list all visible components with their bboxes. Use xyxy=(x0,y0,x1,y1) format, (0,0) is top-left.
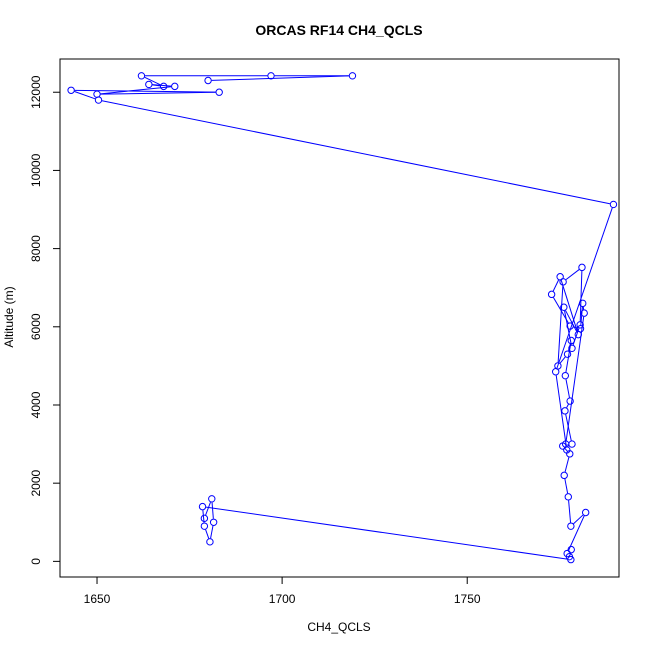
data-point xyxy=(561,371,570,380)
series-segment xyxy=(101,100,611,205)
series-segment xyxy=(556,207,613,369)
y-tick-label: 10000 xyxy=(29,153,43,187)
series-segment xyxy=(74,89,216,93)
data-point xyxy=(209,518,218,526)
data-point xyxy=(563,549,571,558)
data-point xyxy=(137,72,146,80)
series-layer xyxy=(67,72,618,564)
data-point xyxy=(567,336,575,345)
data-point xyxy=(215,88,223,96)
series-segment xyxy=(564,478,569,494)
data-point xyxy=(560,471,568,480)
x-tick-label: 1650 xyxy=(84,592,111,606)
data-point xyxy=(200,514,209,523)
series-segment xyxy=(205,529,210,539)
data-point xyxy=(348,72,357,80)
data-point xyxy=(547,290,556,299)
series-segment xyxy=(74,91,96,100)
y-tick-label: 12000 xyxy=(29,75,43,109)
y-tick-label: 0 xyxy=(29,558,43,565)
series-segment xyxy=(568,515,585,551)
series-segment xyxy=(100,91,216,95)
series-segment xyxy=(565,343,572,373)
y-tick-label: 6000 xyxy=(29,313,43,340)
data-point xyxy=(200,522,209,530)
series-segment xyxy=(566,404,569,408)
data-point xyxy=(171,82,179,91)
series-segment xyxy=(555,375,567,447)
series-segment xyxy=(100,86,172,95)
series-segment xyxy=(564,448,568,452)
data-point xyxy=(576,321,584,329)
series-segment xyxy=(560,280,578,332)
data-point xyxy=(563,446,571,454)
series-segment xyxy=(564,457,570,472)
series-segment xyxy=(202,510,205,523)
series-segment xyxy=(565,379,570,398)
series-segment xyxy=(553,297,569,324)
data-point xyxy=(267,72,275,80)
data-point xyxy=(561,407,569,415)
data-point xyxy=(579,299,587,308)
y-axis: 0 2000 4000 6000 8000 10000 12000 xyxy=(29,75,61,565)
series-segment xyxy=(211,75,349,81)
data-point xyxy=(566,322,574,330)
y-axis-label: Altitude (m) xyxy=(2,286,16,347)
data-point xyxy=(560,303,568,311)
y-tick-label: 2000 xyxy=(29,470,43,497)
x-axis: 1650 1700 1750 xyxy=(84,576,481,606)
x-axis-label: CH4_QCLS xyxy=(307,620,370,634)
y-tick-label: 8000 xyxy=(29,235,43,262)
series-segment xyxy=(211,502,214,519)
y-tick-label: 4000 xyxy=(29,391,43,418)
series-segment xyxy=(205,502,211,516)
data-point xyxy=(206,538,214,546)
data-point xyxy=(204,76,212,85)
series-segment xyxy=(152,84,161,87)
x-tick-label: 1750 xyxy=(454,592,481,606)
series-segment xyxy=(210,525,214,539)
series-segment xyxy=(559,356,566,364)
plot-frame xyxy=(59,58,620,578)
data-point xyxy=(159,82,168,91)
series-segment xyxy=(564,310,572,345)
series-segment xyxy=(573,326,578,329)
data-point xyxy=(67,86,75,94)
series-segment xyxy=(565,269,580,281)
data-point xyxy=(564,493,572,501)
series-segment xyxy=(557,285,564,363)
data-point xyxy=(208,495,216,503)
data-point xyxy=(94,96,103,104)
data-point xyxy=(581,508,590,517)
data-point xyxy=(566,397,574,405)
series-segment xyxy=(144,76,161,86)
series-segment xyxy=(206,506,568,560)
series-segment xyxy=(568,500,572,523)
data-point xyxy=(576,325,585,333)
data-point xyxy=(563,350,572,358)
data-point xyxy=(567,545,575,554)
data-point xyxy=(556,273,564,281)
data-point xyxy=(568,344,576,352)
data-point xyxy=(93,90,101,98)
data-point xyxy=(567,522,575,530)
series-segment xyxy=(573,514,584,525)
series-segment xyxy=(552,279,560,292)
data-point xyxy=(609,200,618,209)
data-point xyxy=(578,263,586,272)
data-point xyxy=(580,309,588,317)
series-segment xyxy=(565,310,578,332)
data-point xyxy=(551,368,560,376)
data-point xyxy=(198,502,207,511)
data-point xyxy=(145,80,153,89)
data-point xyxy=(568,440,576,448)
x-tick-label: 1700 xyxy=(269,592,296,606)
chart-title: ORCAS RF14 CH4_QCLS xyxy=(255,22,422,38)
